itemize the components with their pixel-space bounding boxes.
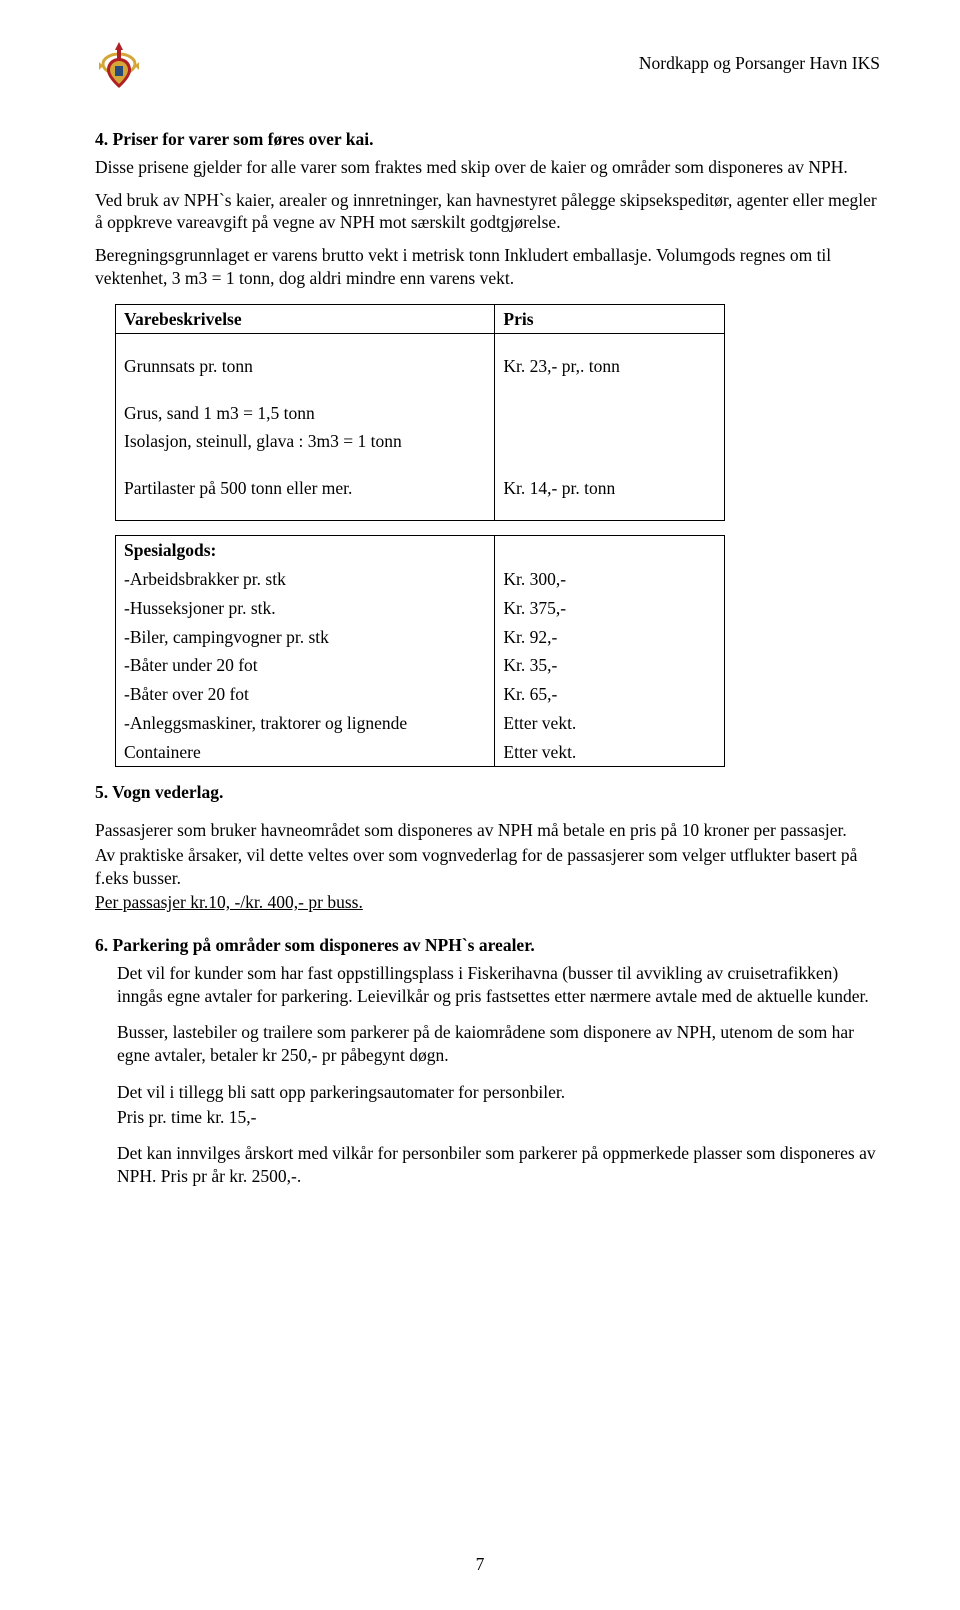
table-spacer (116, 334, 725, 352)
page-header: Nordkapp og Porsanger Havn IKS (95, 40, 880, 100)
section-6-paragraph-2: Busser, lastebiler og trailere som parke… (117, 1021, 880, 1067)
table-row: Isolasjon, steinull, glava : 3m3 = 1 ton… (116, 427, 725, 456)
table-row: Partilaster på 500 tonn eller mer. Kr. 1… (116, 474, 725, 503)
section-6-paragraph-1: Det vil for kunder som har fast oppstill… (117, 962, 880, 1008)
table-header-price: Pris (495, 304, 725, 334)
special-goods-heading: Spesialgods: (124, 540, 216, 560)
section-6-paragraph-3b: Pris pr. time kr. 15,- (117, 1106, 880, 1129)
table-cell-price: Kr. 92,- (495, 623, 725, 652)
table-cell-desc: Partilaster på 500 tonn eller mer. (116, 474, 495, 503)
section-5-paragraph-3: Per passasjer kr.10, -/kr. 400,- pr buss… (95, 892, 363, 912)
section-5-paragraph-2: Av praktiske årsaker, vil dette veltes o… (95, 844, 880, 890)
table-spacer (116, 456, 725, 474)
table-row: Containere Etter vekt. (116, 738, 725, 767)
table-cell-desc: Grus, sand 1 m3 = 1,5 tonn (116, 399, 495, 428)
table-cell-desc: -Båter over 20 fot (116, 680, 495, 709)
table-cell-desc: Containere (116, 738, 495, 767)
table-cell-desc: Grunnsats pr. tonn (116, 352, 495, 381)
table-spacer (116, 503, 725, 521)
table-row: -Husseksjoner pr. stk. Kr. 375,- (116, 594, 725, 623)
section-5-heading: 5. Vogn vederlag. (95, 781, 880, 804)
table-cell-desc: Isolasjon, steinull, glava : 3m3 = 1 ton… (116, 427, 495, 456)
table-row: Grunnsats pr. tonn Kr. 23,- pr,. tonn (116, 352, 725, 381)
table-row: -Båter over 20 fot Kr. 65,- (116, 680, 725, 709)
company-logo-icon (95, 40, 143, 100)
section-4-heading: 4. Priser for varer som føres over kai. (95, 128, 880, 151)
table-row: Grus, sand 1 m3 = 1,5 tonn (116, 399, 725, 428)
section-4-paragraph-3: Beregningsgrunnlaget er varens brutto ve… (95, 244, 880, 290)
section-6-paragraph-3a: Det vil i tillegg bli satt opp parkering… (117, 1081, 880, 1104)
section-6-paragraph-4: Det kan innvilges årskort med vilkår for… (117, 1142, 880, 1188)
table-cell-price: Kr. 300,- (495, 565, 725, 594)
table-row: -Biler, campingvogner pr. stk Kr. 92,- (116, 623, 725, 652)
table-cell-price: Etter vekt. (495, 709, 725, 738)
section-6-heading: 6. Parkering på områder som disponeres a… (95, 934, 880, 957)
section-5-paragraph-1: Passasjerer som bruker havneområdet som … (95, 819, 880, 842)
table-cell-price: Kr. 14,- pr. tonn (495, 474, 725, 503)
section-4-paragraph-1: Disse prisene gjelder for alle varer som… (95, 156, 880, 179)
table-cell-price: Kr. 375,- (495, 594, 725, 623)
table-cell-desc: -Anleggsmaskiner, traktorer og lignende (116, 709, 495, 738)
section-4-paragraph-2: Ved bruk av NPH`s kaier, arealer og innr… (95, 189, 880, 235)
table-cell-price: Etter vekt. (495, 738, 725, 767)
table-row: -Arbeidsbrakker pr. stk Kr. 300,- (116, 565, 725, 594)
table-cell-price: Kr. 65,- (495, 680, 725, 709)
table-cell-price: Kr. 35,- (495, 651, 725, 680)
table-cell-desc: -Båter under 20 fot (116, 651, 495, 680)
price-table-general: Varebeskrivelse Pris Grunnsats pr. tonn … (115, 304, 725, 522)
table-row: Spesialgods: (116, 536, 725, 565)
table-spacer (116, 381, 725, 399)
table-header-row: Varebeskrivelse Pris (116, 304, 725, 334)
company-name: Nordkapp og Porsanger Havn IKS (639, 52, 880, 75)
table-cell-price: Kr. 23,- pr,. tonn (495, 352, 725, 381)
table-row: -Anleggsmaskiner, traktorer og lignende … (116, 709, 725, 738)
table-cell-desc: -Arbeidsbrakker pr. stk (116, 565, 495, 594)
table-cell-desc: -Biler, campingvogner pr. stk (116, 623, 495, 652)
table-header-desc: Varebeskrivelse (116, 304, 495, 334)
price-table-special: Spesialgods: -Arbeidsbrakker pr. stk Kr.… (115, 535, 725, 767)
table-cell-desc: -Husseksjoner pr. stk. (116, 594, 495, 623)
table-row: -Båter under 20 fot Kr. 35,- (116, 651, 725, 680)
page-number: 7 (476, 1553, 485, 1576)
